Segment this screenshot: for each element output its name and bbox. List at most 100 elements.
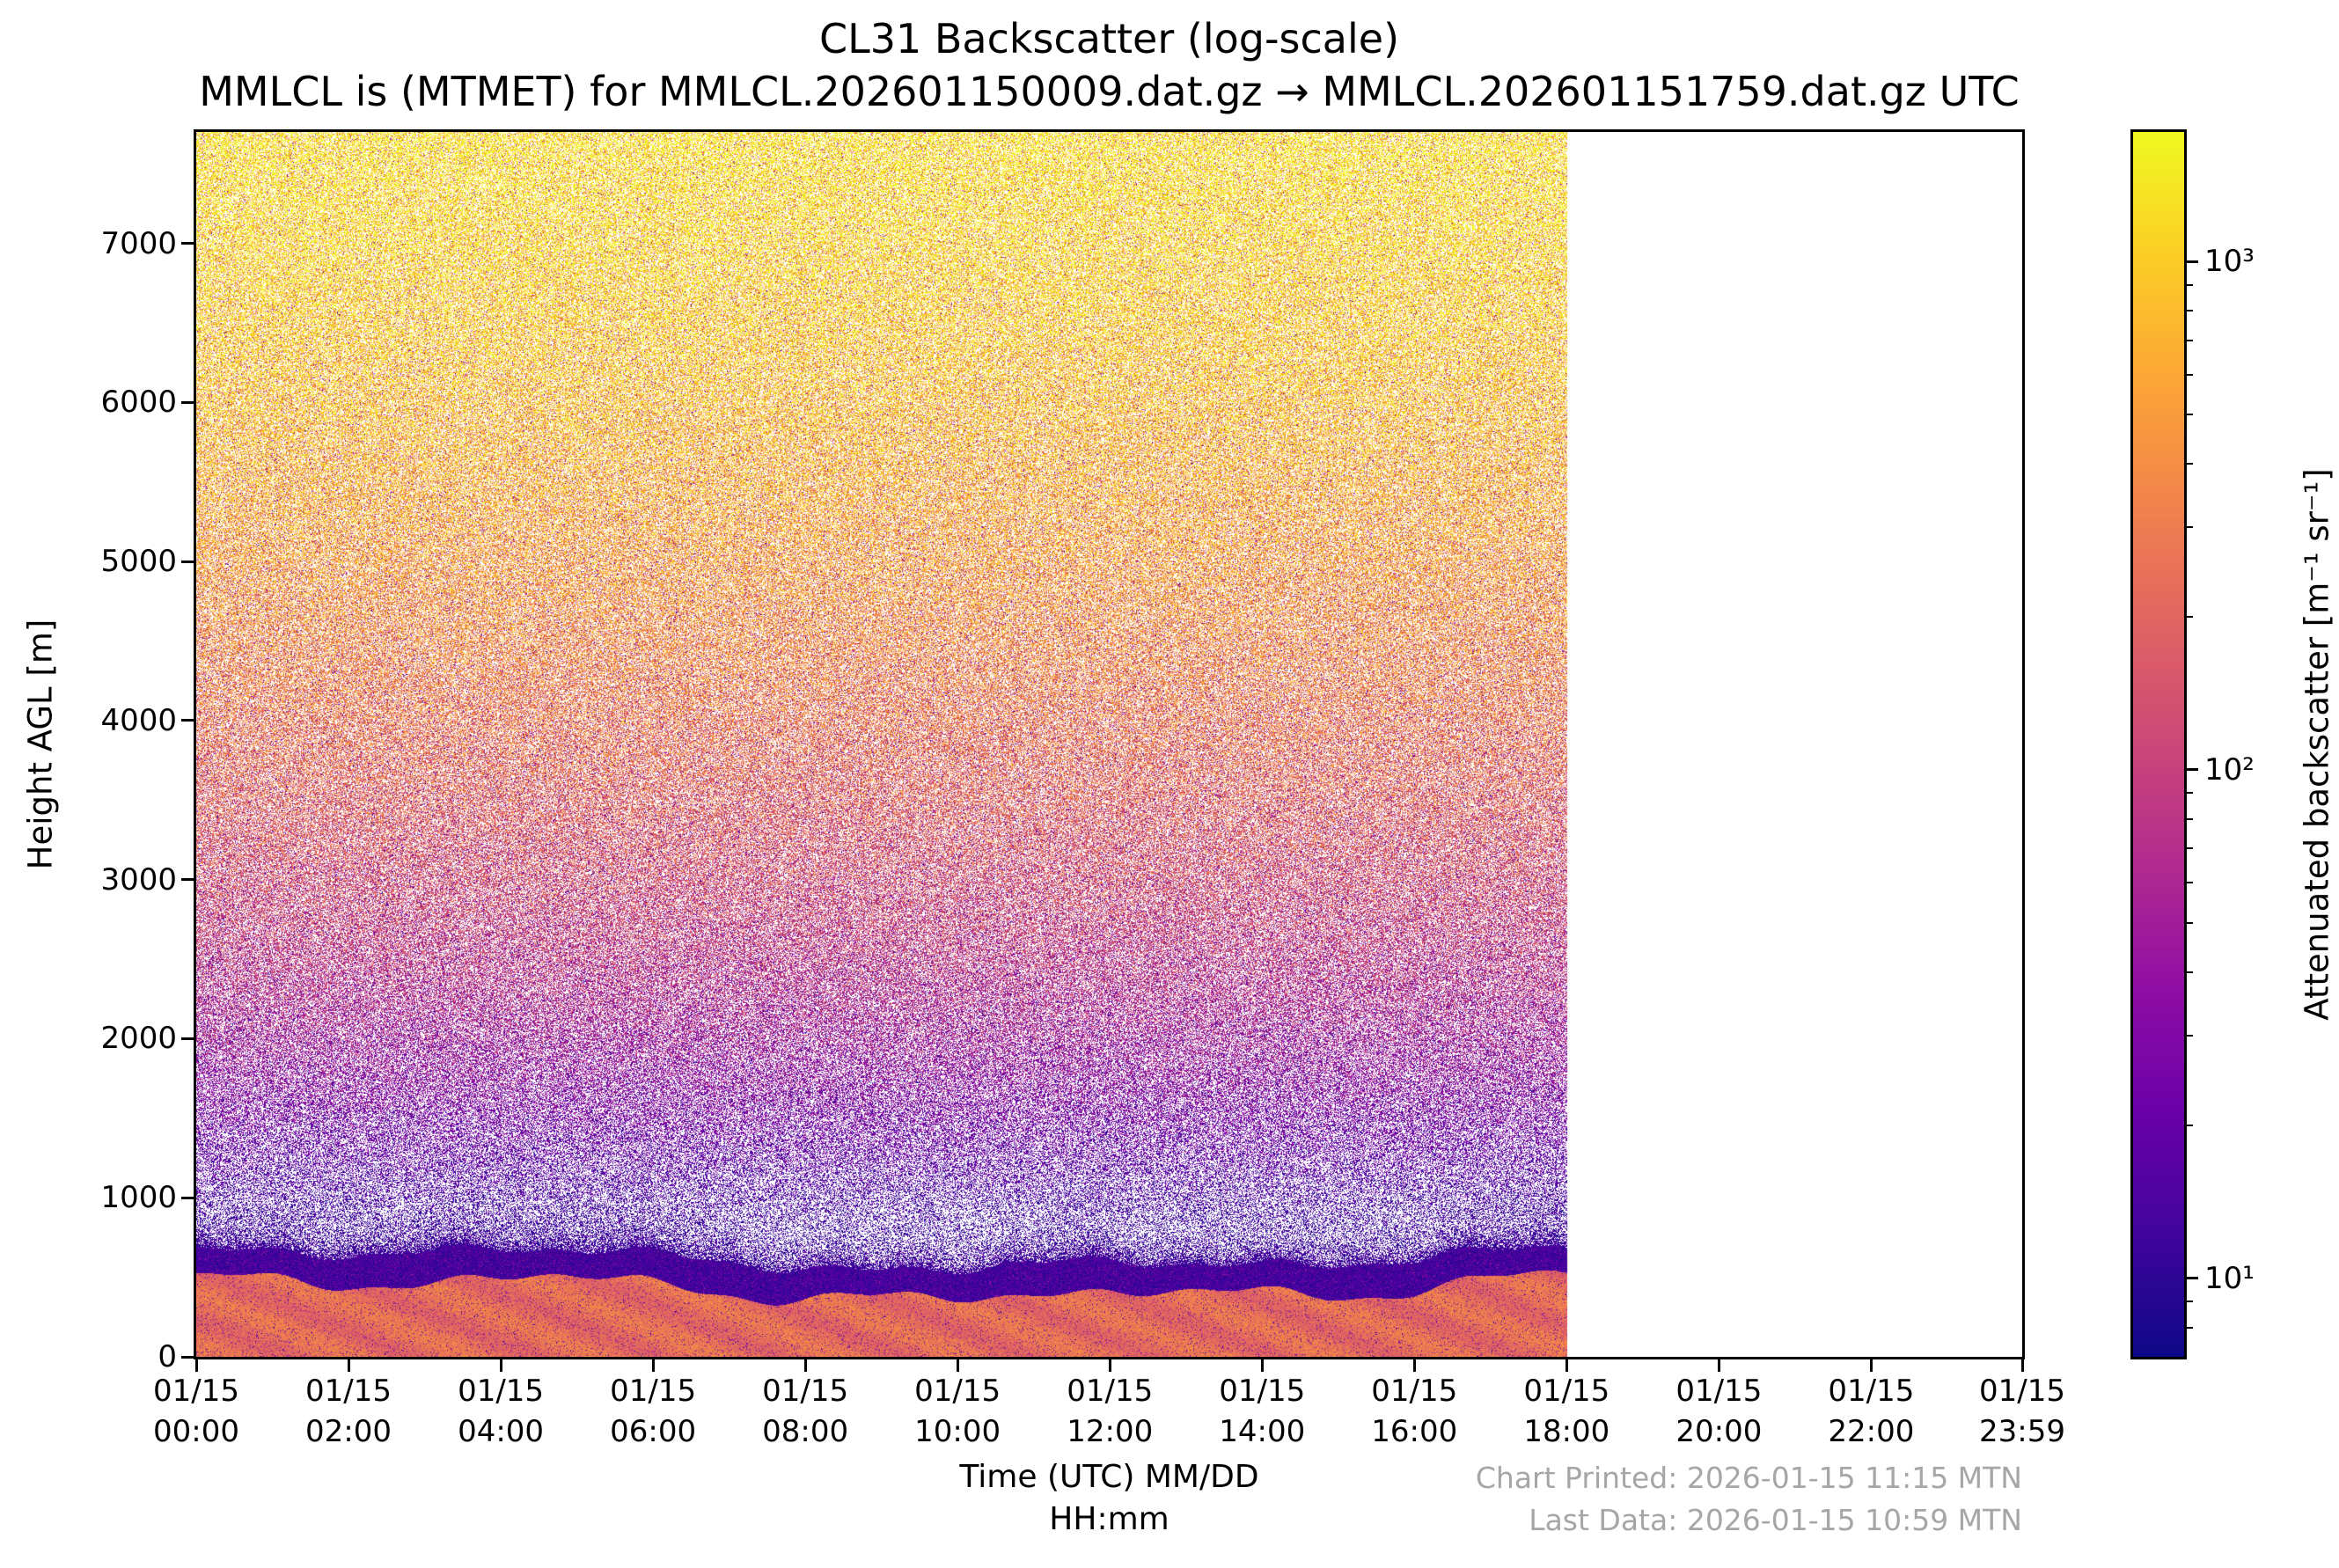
colorbar-tick-label: 10³: [2204, 244, 2255, 280]
colorbar-minor-tick-mark: [2187, 921, 2193, 924]
x-tick-label: 01/15 18:00: [1478, 1371, 1654, 1452]
colorbar-minor-tick-mark: [2187, 616, 2193, 619]
last-data-timestamp: Last Data: 2026-01-15 10:59 MTN: [1529, 1503, 2022, 1537]
x-tick-label: 01/15 04:00: [413, 1371, 589, 1452]
x-tick-mark: [1869, 1359, 1873, 1372]
x-tick-date: 01/15: [1371, 1374, 1458, 1409]
x-tick-mark: [1565, 1359, 1568, 1372]
x-tick-date: 01/15: [153, 1374, 239, 1409]
x-tick-time: 14:00: [1219, 1414, 1306, 1449]
colorbar-minor-tick-mark: [2187, 526, 2193, 529]
chart-printed-timestamp: Chart Printed: 2026-01-15 11:15 MTN: [1475, 1461, 2022, 1495]
x-tick-mark: [956, 1359, 959, 1372]
x-axis-label-line2: HH:mm: [1049, 1501, 1170, 1537]
colorbar-minor-tick-mark: [2187, 339, 2193, 341]
x-tick-date: 01/15: [458, 1374, 545, 1409]
x-tick-time: 23:59: [1979, 1414, 2065, 1449]
colorbar-minor-tick-mark: [2187, 1034, 2193, 1037]
x-tick-date: 01/15: [1219, 1374, 1306, 1409]
colorbar-minor-tick-mark: [2187, 463, 2193, 465]
y-tick-mark: [181, 400, 194, 404]
x-tick-label: 01/15 14:00: [1174, 1371, 1350, 1452]
y-tick-label: 2000: [100, 1021, 177, 1057]
x-tick-label: 01/15 22:00: [1783, 1371, 1959, 1452]
colorbar-minor-tick-mark: [2187, 414, 2193, 416]
colorbar-minor-tick-mark: [2187, 817, 2193, 820]
x-tick-date: 01/15: [1523, 1374, 1610, 1409]
x-tick-time: 06:00: [610, 1414, 697, 1449]
colorbar-minor-tick-mark: [2187, 971, 2193, 973]
y-tick-label: 6000: [100, 385, 177, 421]
colorbar-minor-tick-mark: [2187, 310, 2193, 312]
colorbar-tick-label: 10²: [2204, 751, 2255, 788]
x-tick-label: 01/15 10:00: [869, 1371, 1045, 1452]
y-tick-label: 4000: [100, 702, 177, 738]
colorbar-minor-tick-mark: [2187, 283, 2193, 286]
x-tick-label: 01/15 08:00: [717, 1371, 893, 1452]
x-tick-label: 01/15 16:00: [1326, 1371, 1502, 1452]
x-tick-label: 01/15 06:00: [565, 1371, 741, 1452]
colorbar: [2130, 129, 2187, 1359]
colorbar-minor-tick-mark: [2187, 847, 2193, 850]
chart-title: CL31 Backscatter (log-scale): [818, 15, 1400, 62]
x-tick-date: 01/15: [1675, 1374, 1763, 1409]
x-tick-time: 20:00: [1675, 1414, 1763, 1449]
x-tick-time: 04:00: [458, 1414, 545, 1449]
x-tick-date: 01/15: [610, 1374, 697, 1409]
colorbar-minor-tick-mark: [2187, 1326, 2193, 1329]
colorbar-minor-tick-mark: [2187, 1124, 2193, 1126]
y-tick-mark: [181, 1355, 194, 1359]
x-tick-label: 01/15 23:59: [1934, 1371, 2110, 1452]
x-tick-mark: [194, 1359, 198, 1372]
y-tick-mark: [181, 719, 194, 722]
plot-area: [194, 129, 2025, 1359]
colorbar-minor-tick-mark: [2187, 1300, 2193, 1302]
x-tick-mark: [1717, 1359, 1720, 1372]
x-tick-mark: [803, 1359, 807, 1372]
x-tick-time: 10:00: [914, 1414, 1001, 1449]
colorbar-tick-label: 10¹: [2204, 1260, 2255, 1296]
x-axis-label-line1: Time (UTC) MM/DD: [959, 1459, 1259, 1495]
colorbar-minor-tick-mark: [2187, 792, 2193, 795]
x-tick-label: 01/15 02:00: [260, 1371, 436, 1452]
x-tick-date: 01/15: [914, 1374, 1001, 1409]
y-tick-label: 5000: [100, 544, 177, 580]
y-tick-mark: [181, 560, 194, 563]
y-tick-mark: [181, 878, 194, 882]
x-tick-mark: [1108, 1359, 1111, 1372]
colorbar-tick-mark: [2187, 768, 2198, 772]
x-tick-time: 02:00: [305, 1414, 392, 1449]
x-tick-date: 01/15: [1979, 1374, 2065, 1409]
x-tick-mark: [347, 1359, 350, 1372]
x-tick-date: 01/15: [1067, 1374, 1154, 1409]
colorbar-minor-tick-mark: [2187, 882, 2193, 884]
x-tick-time: 08:00: [762, 1414, 849, 1449]
x-tick-label: 01/15 20:00: [1631, 1371, 1807, 1452]
x-tick-time: 12:00: [1067, 1414, 1154, 1449]
x-tick-mark: [651, 1359, 655, 1372]
x-tick-time: 16:00: [1371, 1414, 1458, 1449]
x-tick-label: 01/15 12:00: [1022, 1371, 1198, 1452]
x-tick-mark: [2020, 1359, 2024, 1372]
y-tick-mark: [181, 242, 194, 245]
y-axis-label: Height AGL [m]: [21, 619, 60, 870]
colorbar-tick-mark: [2187, 1277, 2198, 1280]
x-tick-date: 01/15: [305, 1374, 392, 1409]
x-tick-mark: [1260, 1359, 1264, 1372]
colorbar-gradient: [2133, 132, 2184, 1357]
y-tick-label: 0: [158, 1339, 177, 1374]
chart-subtitle: MMLCL is (MTMET) for MMLCL.202601150009.…: [199, 68, 2020, 115]
y-tick-label: 7000: [100, 225, 177, 261]
x-tick-time: 22:00: [1828, 1414, 1915, 1449]
x-tick-date: 01/15: [762, 1374, 849, 1409]
y-tick-label: 3000: [100, 861, 177, 898]
colorbar-label: Attenuated backscatter [m⁻¹ sr⁻¹]: [2298, 468, 2336, 1021]
y-tick-label: 1000: [100, 1180, 177, 1216]
x-tick-mark: [499, 1359, 502, 1372]
x-tick-time: 18:00: [1523, 1414, 1610, 1449]
colorbar-minor-tick-mark: [2187, 373, 2193, 376]
x-tick-time: 00:00: [153, 1414, 239, 1449]
x-tick-label: 01/15 00:00: [108, 1371, 284, 1452]
y-tick-mark: [181, 1037, 194, 1040]
